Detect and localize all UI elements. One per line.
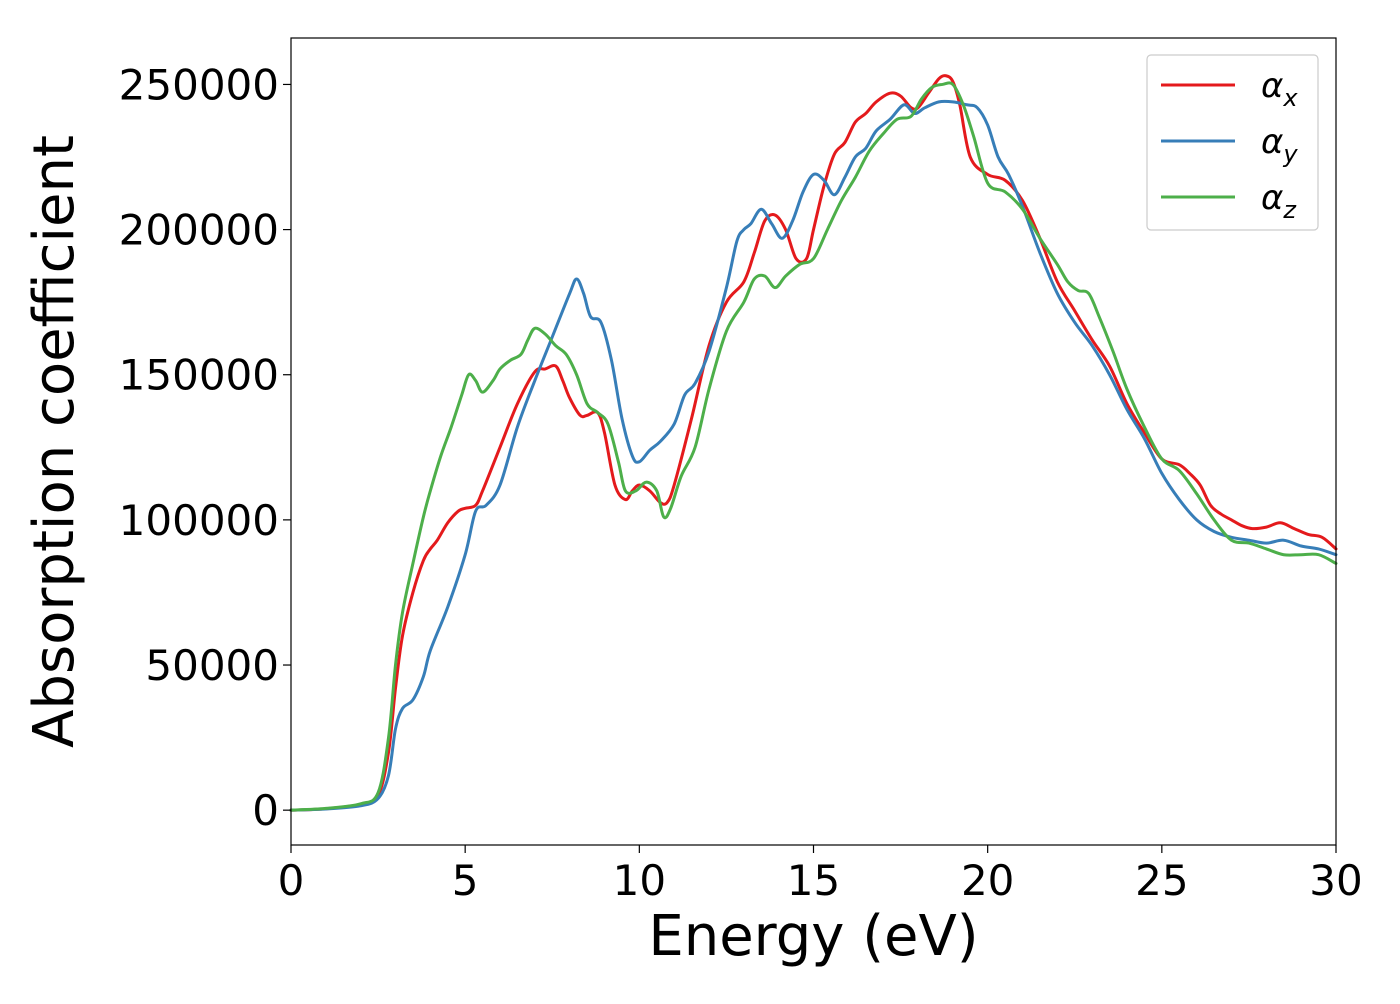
y-tick-label: 0 [252,786,279,835]
y-tick-label: 100000 [119,496,279,545]
series-line-y [289,99,1338,812]
x-tick-label: 20 [961,856,1014,905]
y-tick-label: 200000 [119,206,279,255]
y-tick-label: 50000 [145,641,279,690]
legend: αx αy αz [1146,54,1319,231]
y-ticks: 0 50000 100000 150000 200000 250000 [119,60,291,835]
x-tick-label: 25 [1135,856,1188,905]
legend-label-x: αx [1261,66,1298,112]
x-tick-label: 15 [787,856,840,905]
series-lines [289,74,1338,812]
x-tick-label: 10 [613,856,666,905]
series-line-z [289,81,1338,812]
y-tick-label: 150000 [119,351,279,400]
x-tick-label: 30 [1309,856,1362,905]
y-tick-label: 250000 [119,60,279,109]
legend-label-y: αy [1261,122,1298,168]
x-tick-label: 0 [278,856,305,905]
x-axis-label: Energy (eV) [648,904,978,969]
x-tick-label: 5 [452,856,479,905]
y-axis-label: Absorption coefficient [22,135,87,748]
x-ticks: 0 5 10 15 20 25 30 [278,845,1363,905]
legend-label-z: αz [1261,178,1297,224]
